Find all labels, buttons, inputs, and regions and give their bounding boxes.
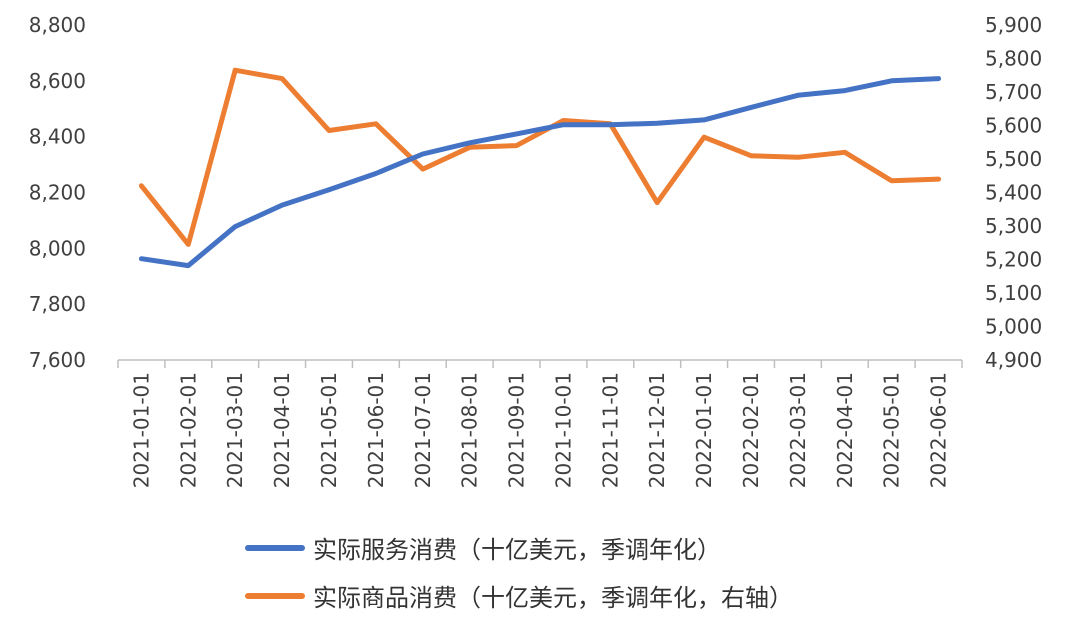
axes [117, 359, 963, 368]
x-axis-tick-label: 2021-05-01 [317, 372, 341, 488]
legend-item-services: 实际服务消费（十亿美元，季调年化） [245, 530, 721, 565]
right-axis-tick-label: 5,000 [985, 315, 1042, 339]
right-axis-tick-labels: 4,900 5,000 5,100 5,200 5,300 5,400 5,500 5,600… [985, 13, 1042, 372]
right-axis-tick-label: 5,200 [985, 248, 1042, 272]
left-axis-tick-label: 7,600 [29, 348, 86, 372]
right-axis-tick-label: 5,500 [985, 147, 1042, 171]
x-axis-tick-label: 2022-01-01 [692, 372, 716, 488]
x-axis-tick-label: 2022-02-01 [739, 372, 763, 488]
right-axis-tick-label: 5,600 [985, 114, 1042, 138]
right-axis-tick-label: 5,800 [985, 47, 1042, 71]
x-axis-tick-label: 2021-08-01 [458, 372, 482, 488]
right-axis-tick-label: 5,300 [985, 214, 1042, 238]
right-axis-tick-label: 4,900 [985, 348, 1042, 372]
x-axis-tick-label: 2021-12-01 [645, 372, 669, 488]
series-line-services [138, 76, 942, 269]
x-axis-tick-label: 2021-02-01 [176, 372, 200, 488]
legend-swatch-services [245, 544, 305, 551]
left-axis-tick-label: 8,000 [29, 236, 86, 260]
series-lines [138, 67, 942, 269]
x-axis-tick-label: 2021-07-01 [411, 372, 435, 488]
x-axis-tick-label: 2022-03-01 [786, 372, 810, 488]
x-axis-tick-label: 2021-10-01 [551, 372, 575, 488]
right-axis-tick-label: 5,900 [985, 13, 1042, 37]
series-line-goods [138, 67, 942, 247]
left-axis-tick-label: 7,800 [29, 292, 86, 316]
right-axis-tick-label: 5,700 [985, 80, 1042, 104]
x-axis-tick-label: 2021-03-01 [223, 372, 247, 488]
left-axis-tick-label: 8,600 [29, 69, 86, 93]
left-axis-tick-label: 8,400 [29, 125, 86, 149]
x-axis-tick-label: 2021-06-01 [364, 372, 388, 488]
legend-label-services: 实际服务消费（十亿美元，季调年化） [313, 536, 721, 564]
right-axis-tick-label: 5,400 [985, 181, 1042, 205]
x-axis-tick-label: 2021-01-01 [129, 372, 153, 488]
x-axis-tick-label: 2021-11-01 [598, 372, 622, 488]
x-axis-tick-label: 2021-04-01 [270, 372, 294, 488]
left-axis-tick-label: 8,800 [29, 13, 86, 37]
left-axis-tick-labels: 7,600 7,800 8,000 8,200 8,400 8,600 8,800 [29, 13, 86, 372]
x-axis-tick-label: 2021-09-01 [505, 372, 529, 488]
left-axis-tick-label: 8,200 [29, 181, 86, 205]
legend-item-goods: 实际商品消费（十亿美元，季调年化，右轴） [245, 578, 793, 613]
legend-label-goods: 实际商品消费（十亿美元，季调年化，右轴） [313, 584, 793, 612]
right-axis-tick-label: 5,100 [985, 281, 1042, 305]
x-axis-tick-labels: 2021-01-01 2021-02-01 2021-03-01 2021-04-01… [129, 372, 950, 488]
x-axis-tick-label: 2022-04-01 [833, 372, 857, 488]
x-axis-tick-label: 2022-06-01 [927, 372, 951, 488]
legend-swatch-goods [245, 592, 305, 599]
x-axis-tick-label: 2022-05-01 [880, 372, 904, 488]
